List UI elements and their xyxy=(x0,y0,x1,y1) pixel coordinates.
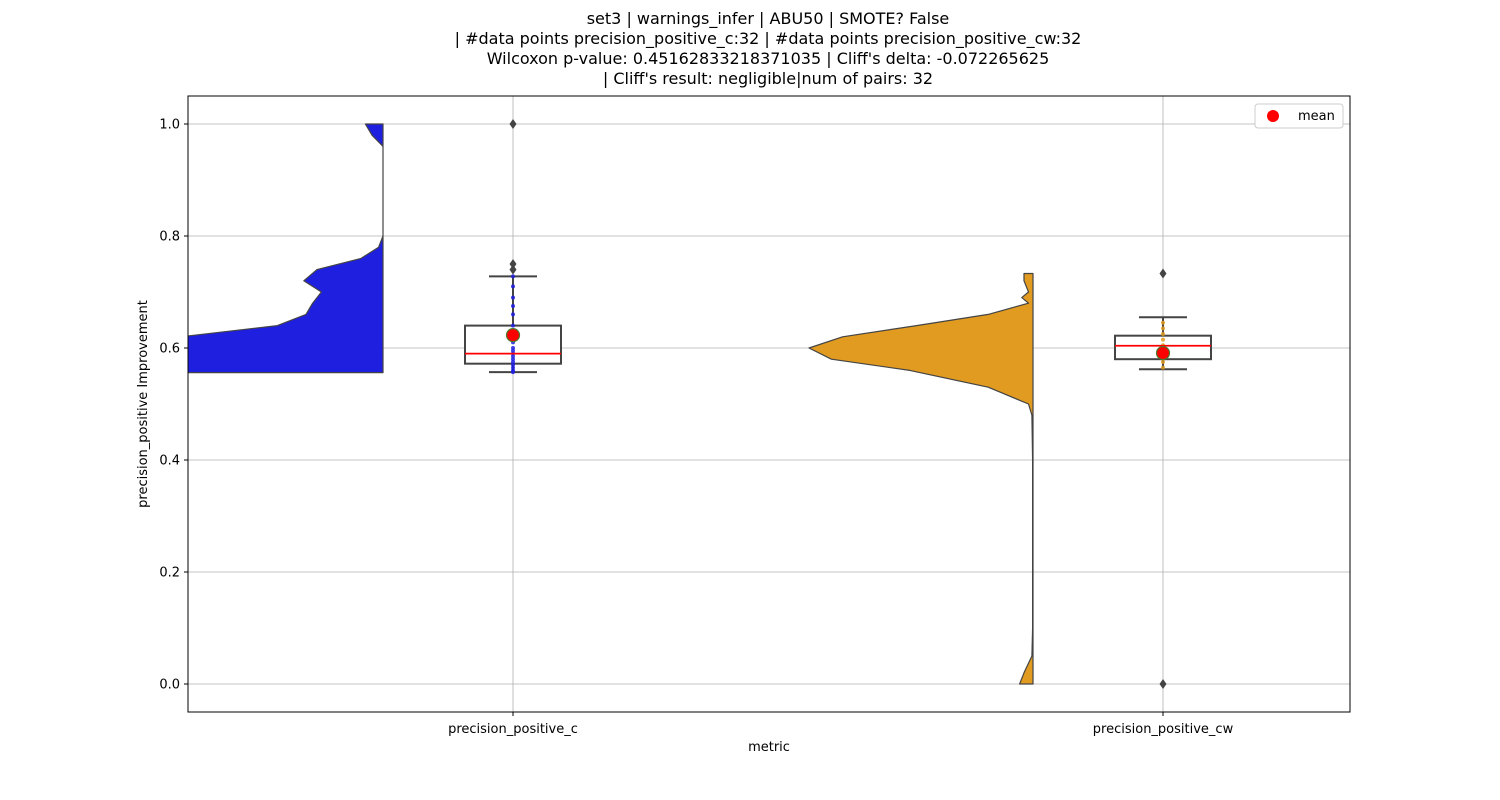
outlier-marker xyxy=(1159,268,1167,279)
y-tick-label: 1.0 xyxy=(159,118,180,133)
violin-precision_positive_cw xyxy=(808,272,1034,685)
axes: 0.0 0.2 0.4 0.6 0.8 1.0 precision_positive_c pr… xyxy=(159,118,1233,738)
strip-point xyxy=(511,295,515,300)
strip-point xyxy=(1161,326,1165,331)
y-tick-label: 0.0 xyxy=(159,678,180,693)
y-tick-label: 0.4 xyxy=(159,454,180,469)
x-tick-label: precision_positive_c xyxy=(448,722,578,737)
x-axis-label: metric xyxy=(748,740,790,755)
strip-point xyxy=(511,348,515,353)
y-tick-label: 0.2 xyxy=(159,566,180,581)
strip-point xyxy=(511,368,515,373)
title-line-2: | #data points precision_positive_c:32 |… xyxy=(454,29,1082,48)
strip-point xyxy=(1161,337,1165,342)
violin-precision_positive_c xyxy=(188,123,384,374)
strip-point xyxy=(511,312,515,317)
chart-title: set3 | warnings_infer | ABU50 | SMOTE? F… xyxy=(0,9,1500,89)
strip-point xyxy=(1161,332,1165,336)
boxplots xyxy=(464,119,1212,689)
strip-point xyxy=(511,360,515,364)
strip-point xyxy=(511,323,515,328)
outlier-marker xyxy=(509,264,517,275)
strip-point xyxy=(511,284,515,289)
strip-point xyxy=(511,346,515,350)
strip-point xyxy=(511,354,515,359)
y-axis-label: precision_positive Improvement xyxy=(136,300,151,508)
mean-marker xyxy=(505,328,521,343)
strip-point xyxy=(511,365,515,370)
y-tick-label: 0.8 xyxy=(159,230,180,245)
strip-point xyxy=(1161,365,1165,370)
grid xyxy=(188,96,1350,712)
mean-marker xyxy=(1155,345,1171,361)
outlier-marker xyxy=(509,259,517,269)
title-line-4: | Cliff's result: negligible|num of pair… xyxy=(602,69,934,88)
outlier-marker xyxy=(1159,679,1167,689)
strip-point xyxy=(1161,320,1165,325)
strip-point xyxy=(511,274,515,279)
title-line-1: set3 | warnings_infer | ABU50 | SMOTE? F… xyxy=(586,9,950,28)
strip-point xyxy=(1161,360,1165,364)
legend-mean-marker xyxy=(1267,110,1279,122)
legend: mean xyxy=(1254,103,1344,129)
strip-point xyxy=(511,362,515,367)
violins xyxy=(188,123,1034,685)
strip-point xyxy=(511,357,515,362)
legend-mean-label: mean xyxy=(1298,109,1335,124)
legend-box xyxy=(1254,103,1344,129)
plot-frame xyxy=(187,95,1351,713)
x-tick-label: precision_positive_cw xyxy=(1093,722,1234,737)
outlier-marker xyxy=(509,119,517,129)
y-tick-label: 0.6 xyxy=(159,342,180,357)
strip-point xyxy=(511,304,515,308)
title-line-3: Wilcoxon p-value: 0.45162833218371035 | … xyxy=(486,49,1050,68)
